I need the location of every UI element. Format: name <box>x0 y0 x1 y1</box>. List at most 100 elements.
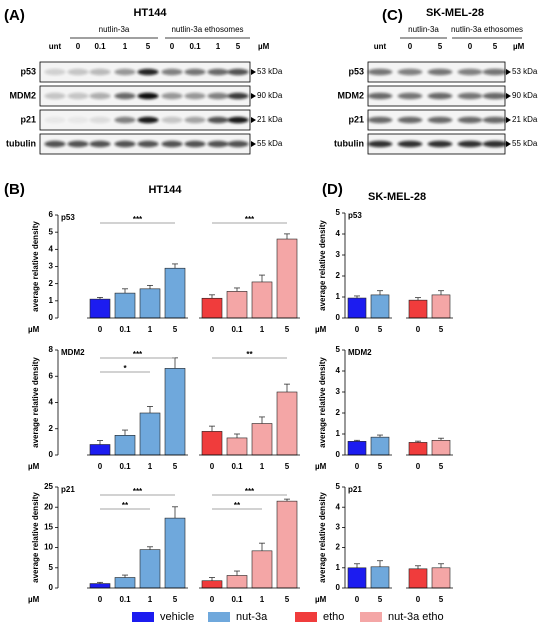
chart-label: MDM2 <box>348 348 372 357</box>
band <box>397 92 423 100</box>
x-tick-label: 0 <box>98 595 103 604</box>
bar <box>164 368 186 456</box>
y-tick-label: 0 <box>49 313 54 322</box>
size-label: 55 kDa <box>257 139 283 148</box>
band <box>44 92 66 100</box>
bar <box>114 435 136 456</box>
y-tick-label: 3 <box>336 250 341 259</box>
panel-label: (C) <box>382 7 403 24</box>
lane-label: 0.1 <box>189 42 201 51</box>
band <box>137 92 159 100</box>
band <box>67 140 89 148</box>
bar <box>370 436 390 456</box>
legend-label: nut-3a etho <box>388 611 444 623</box>
band <box>184 140 206 148</box>
band <box>207 68 229 76</box>
lane-label: 0 <box>76 42 81 51</box>
size-label: 21 kDa <box>257 115 283 124</box>
x-tick-label: 1 <box>260 595 265 604</box>
x-tick-label: 5 <box>285 462 290 471</box>
x-tick-label: 1 <box>148 595 153 604</box>
arrow <box>251 93 256 99</box>
band <box>67 116 89 124</box>
y-tick-label: 5 <box>336 345 341 354</box>
x-tick-label: 5 <box>173 595 178 604</box>
blot-title: SK-MEL-28 <box>426 7 484 19</box>
x-unit-label: µM <box>28 325 40 334</box>
y-tick-label: 3 <box>336 387 341 396</box>
lane-label: unt <box>374 42 387 51</box>
group-label: nutlin-3a <box>99 25 130 34</box>
x-tick-label: 5 <box>173 325 178 334</box>
panel-title: HT144 <box>148 184 182 196</box>
x-tick-label: 0 <box>98 325 103 334</box>
bar <box>276 238 298 319</box>
band <box>184 68 206 76</box>
band <box>137 116 159 124</box>
significance-label: ** <box>246 350 253 359</box>
row-label: p21 <box>20 114 36 124</box>
group-label: nutlin-3a ethosomes <box>451 25 523 34</box>
x-tick-label: 5 <box>439 595 444 604</box>
bar <box>226 437 248 456</box>
size-label: 55 kDa <box>512 139 538 148</box>
chart-label: MDM2 <box>61 348 85 357</box>
band <box>44 68 66 76</box>
arrow <box>506 93 511 99</box>
arrow <box>506 69 511 75</box>
band <box>482 116 508 124</box>
band <box>114 116 136 124</box>
y-tick-label: 3 <box>336 523 341 532</box>
y-tick-label: 1 <box>336 563 341 572</box>
band <box>482 92 508 100</box>
y-tick-label: 4 <box>49 398 54 407</box>
chart-label: p53 <box>348 211 362 220</box>
band <box>161 116 183 124</box>
y-axis-label: average relative density <box>31 221 40 312</box>
row-label: p21 <box>348 114 364 124</box>
row-label: p53 <box>348 66 364 76</box>
band <box>457 116 483 124</box>
x-tick-label: 5 <box>439 325 444 334</box>
band <box>427 140 453 148</box>
x-unit-label: µM <box>28 462 40 471</box>
x-tick-label: 0 <box>210 462 215 471</box>
x-unit-label: µM <box>28 595 40 604</box>
bar <box>276 391 298 456</box>
y-tick-label: 0 <box>49 583 54 592</box>
band <box>397 116 423 124</box>
panel-title: SK-MEL-28 <box>368 191 426 203</box>
bar <box>347 297 367 319</box>
x-unit-label: µM <box>315 462 327 471</box>
lane-label: 0.1 <box>94 42 106 51</box>
x-tick-label: 0 <box>416 595 421 604</box>
row-label: tubulin <box>6 138 36 148</box>
lane-label: 0 <box>170 42 175 51</box>
band <box>161 68 183 76</box>
unit-label: µM <box>513 42 525 51</box>
significance-label: ** <box>122 501 129 510</box>
band <box>427 68 453 76</box>
y-tick-label: 3 <box>49 262 54 271</box>
x-tick-label: 1 <box>260 462 265 471</box>
lane-label: 1 <box>216 42 221 51</box>
x-tick-label: 5 <box>378 325 383 334</box>
x-tick-label: 1 <box>148 325 153 334</box>
arrow <box>506 117 511 123</box>
legend-label: etho <box>323 611 344 623</box>
chart-label: p21 <box>61 485 75 494</box>
lane-label: 5 <box>493 42 498 51</box>
lane-label: 5 <box>438 42 443 51</box>
x-tick-label: 0.1 <box>119 325 131 334</box>
bar <box>89 583 111 589</box>
bar <box>201 431 223 456</box>
band <box>114 140 136 148</box>
bar <box>114 292 136 319</box>
x-tick-label: 1 <box>260 325 265 334</box>
x-tick-label: 0 <box>98 462 103 471</box>
lane-label: unt <box>49 42 62 51</box>
row-label: MDM2 <box>10 90 37 100</box>
lane-label: 1 <box>123 42 128 51</box>
significance-label: *** <box>245 215 255 224</box>
